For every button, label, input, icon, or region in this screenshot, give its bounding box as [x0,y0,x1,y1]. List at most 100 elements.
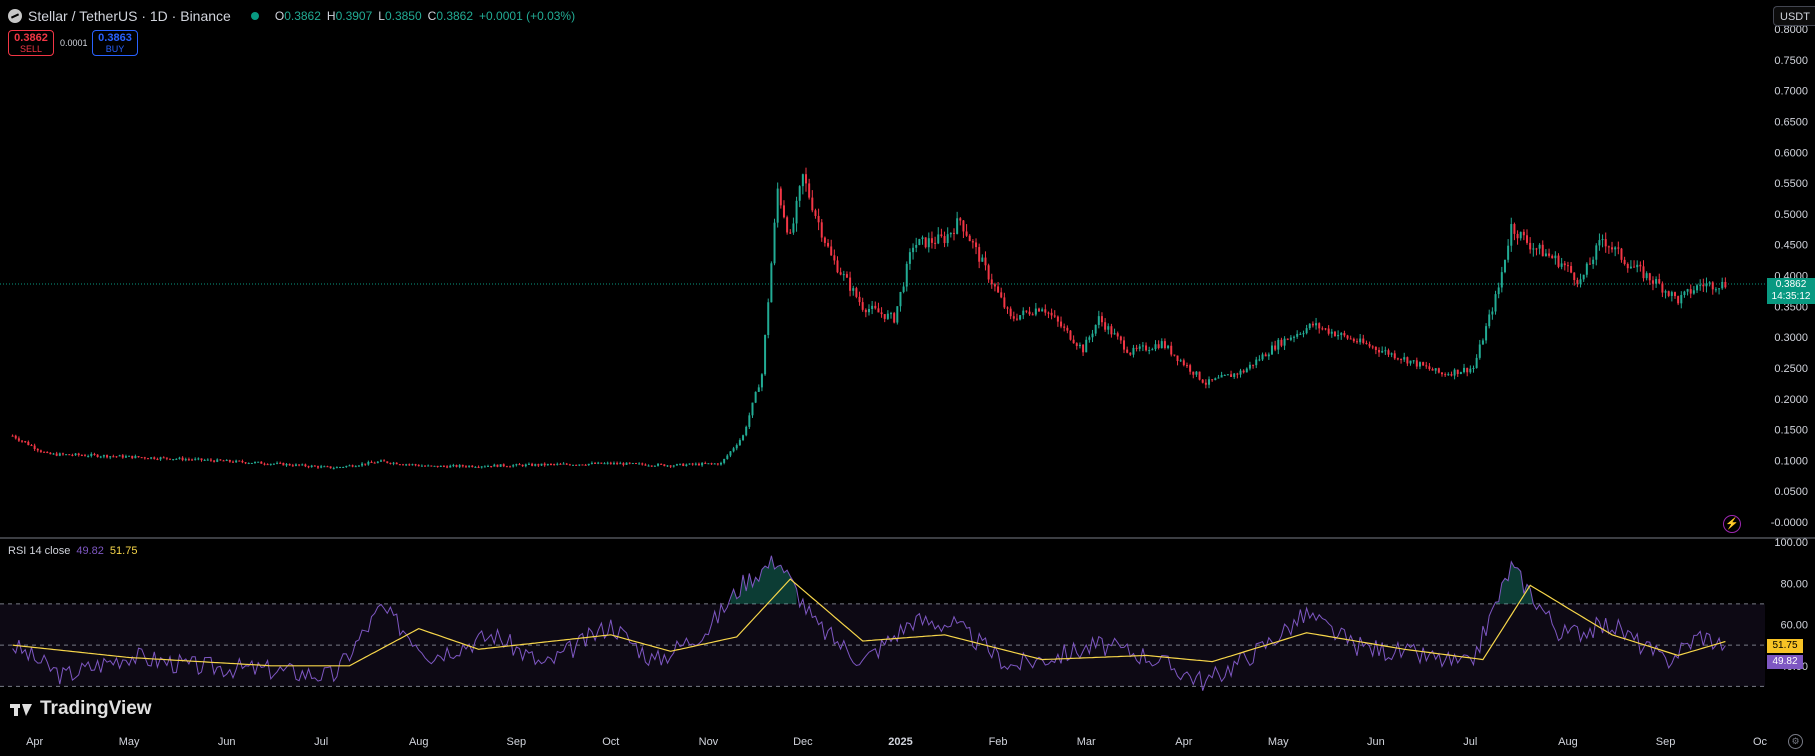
candle [568,464,571,466]
candle [184,459,187,461]
candle [1563,263,1566,266]
candle [58,453,61,456]
candle [231,461,234,463]
sell-button[interactable]: 0.3862 SELL [8,30,54,56]
candle [546,464,549,466]
open-value: 0.3862 [284,9,321,23]
candle [153,457,156,459]
candle [1330,331,1333,334]
candle [55,453,58,456]
buy-button[interactable]: 0.3863 BUY [92,30,138,56]
candle [1123,340,1126,350]
candle [112,456,115,458]
lightning-icon[interactable]: ⚡ [1723,515,1741,533]
candle [924,237,927,248]
candle [241,460,244,463]
time-tick-label: Apr [1175,736,1192,748]
candle [1721,281,1724,289]
symbol-title[interactable]: Stellar / TetherUS · 1D · Binance [28,8,231,24]
candle [1686,289,1689,292]
candle [502,464,505,467]
chart-header: Stellar / TetherUS · 1D · Binance O0.386… [8,6,575,26]
candle [1119,336,1122,341]
candle [169,458,172,460]
candle [439,465,442,467]
candle [310,465,313,467]
currency-button[interactable]: USDT [1773,6,1815,26]
candle [118,455,121,457]
price-tick-label: 0.0500 [1774,486,1808,498]
candle [1629,266,1632,269]
candle [764,334,767,375]
candle [172,459,175,461]
candle [342,467,345,469]
candle [792,223,795,233]
candle [509,466,512,468]
candle [1311,323,1314,326]
candle [1069,330,1072,340]
candle [52,453,55,455]
candle [140,457,143,459]
low-value: 0.3850 [384,9,422,23]
candle [43,451,46,453]
candle [260,461,263,464]
candle [279,462,282,464]
candle [285,463,288,466]
candle [1236,373,1239,375]
candle [468,465,471,467]
candle [634,463,637,465]
candle [1028,311,1031,315]
candle [1368,344,1371,347]
candle [1053,315,1056,317]
candle [587,463,590,466]
candle [131,455,134,459]
tradingview-logo[interactable]: TradingView [10,698,152,720]
candle [1677,296,1680,304]
candle [1132,347,1135,355]
candle [90,453,93,456]
candle [187,459,190,461]
gear-icon[interactable]: ⚙ [1788,734,1803,749]
candle [1321,328,1324,330]
candle [181,457,184,461]
candle [1617,247,1620,249]
candle [527,463,530,465]
candle [1595,245,1598,260]
candle [877,308,880,313]
candle [1289,337,1292,340]
time-tick-label: May [119,736,140,748]
candle [1689,289,1692,294]
candle [575,464,578,466]
candle [861,302,864,310]
candle [1456,369,1459,374]
candle [940,234,943,237]
candle [436,465,439,467]
candle [128,455,131,457]
time-tick-label: Mar [1077,736,1096,748]
candle [937,234,940,244]
candle [1696,285,1699,291]
candle [1214,378,1217,381]
candle [1683,291,1686,295]
rsi-legend[interactable]: RSI 14 close 49.82 51.75 [8,545,137,557]
time-tick-label: Sep [507,736,527,748]
rsi-ma-tag: 51.75 [1767,639,1803,653]
candle [930,238,933,243]
candle [1639,264,1642,267]
candle [1535,248,1538,250]
candle [1387,350,1390,355]
candle [817,215,820,223]
candle [701,463,704,466]
candle [339,467,342,469]
candle [918,239,921,245]
candle [581,464,584,466]
candle [732,448,735,452]
candle [93,453,96,455]
rsi-ma-value: 51.75 [109,545,138,557]
candle [109,456,112,458]
candle [1060,321,1063,327]
candle [984,257,987,266]
candle [603,463,606,465]
